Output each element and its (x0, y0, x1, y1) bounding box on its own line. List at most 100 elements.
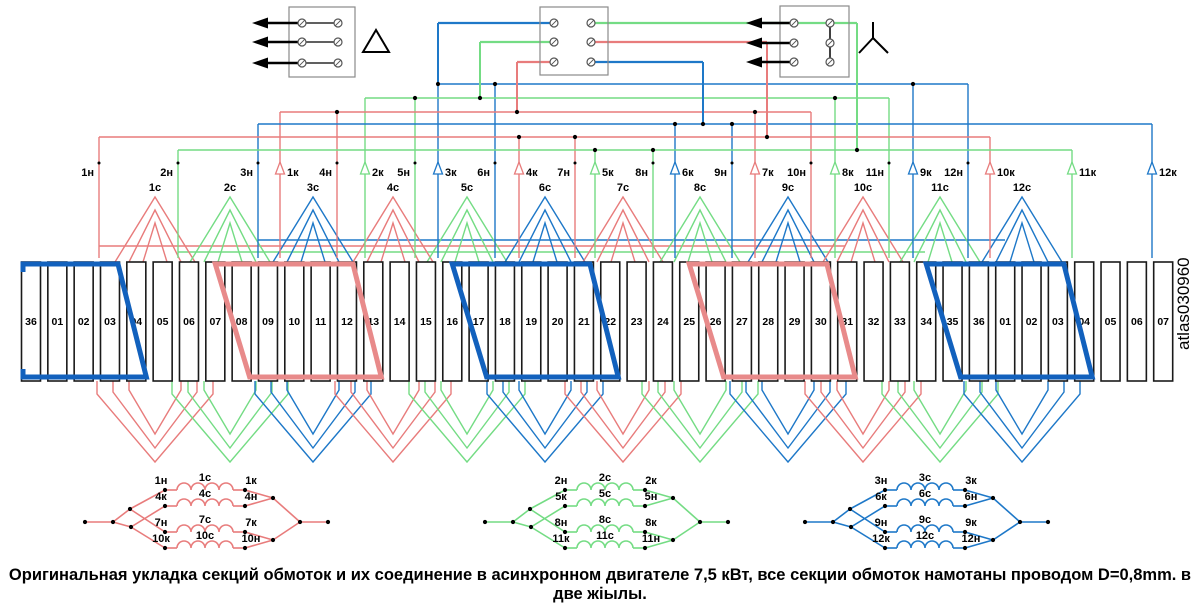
coil-start-label: 7н (557, 167, 570, 179)
coil-icon (896, 540, 954, 549)
coil-side-bundles (20, 261, 1096, 380)
coil-end-label: 1к (287, 167, 299, 179)
slot-number: 04 (1078, 316, 1090, 328)
coil-icon (176, 540, 234, 549)
slot-number: 28 (762, 316, 774, 328)
branch-start-label: 3н (875, 475, 888, 487)
branch-start-label: 12к (872, 533, 890, 545)
winding-end-arrow-icon (669, 160, 681, 175)
branch-start-label: 4к (155, 491, 167, 503)
coil-end-label: 2к (372, 167, 384, 179)
branch-start-label: 6к (875, 491, 887, 503)
slot-number: 34 (920, 316, 932, 328)
stator-slot (626, 261, 647, 382)
slot-number: 09 (262, 316, 274, 328)
slot-number: 06 (183, 316, 195, 328)
coil-end-label: 3к (445, 167, 457, 179)
branch-end-label: 6н (965, 491, 978, 503)
branch-coil-label: 10с (196, 530, 214, 542)
winding-end-arrow-icon (432, 160, 444, 175)
branch-start-label: 5к (555, 491, 567, 503)
stator-slot (599, 261, 621, 382)
winding-end-arrow-icon (907, 160, 919, 175)
coil-start-label: 1н (81, 167, 94, 179)
coil-end-label: 11к (1079, 167, 1097, 179)
slot-number: 12 (341, 316, 353, 328)
winding-end-arrow-icon (1146, 160, 1158, 175)
coil-start-label: 10н (787, 167, 806, 179)
coil-middle-label: 8с (694, 182, 706, 194)
branch-end-label: 8к (645, 517, 657, 529)
slot-number: 16 (446, 316, 458, 328)
coil-start-label: 3н (240, 167, 253, 179)
coil-middle-label: 12с (1013, 182, 1031, 194)
slot-number: 29 (789, 316, 801, 328)
slot-number: 01 (999, 316, 1011, 328)
slot-number: 10 (288, 316, 300, 328)
coil-icon (576, 498, 634, 507)
coil-start-label: 4н (319, 167, 332, 179)
branch-coil-label: 9с (919, 514, 931, 526)
branch-coil-label: 6с (919, 488, 931, 500)
coil-icon (576, 540, 634, 549)
coil-middle-label: 6с (539, 182, 551, 194)
slot-number: 05 (1105, 316, 1117, 328)
coil-icon (896, 482, 954, 491)
slot-number: 26 (710, 316, 722, 328)
coil-middle-label: 4с (387, 182, 399, 194)
delta-symbol-icon (361, 28, 391, 53)
slot-number: 35 (947, 316, 959, 328)
slot-number: 27 (736, 316, 748, 328)
stator-slot (1126, 261, 1148, 382)
coil-start-label: 8н (635, 167, 648, 179)
coil-icon (176, 482, 234, 491)
slot-number: 19 (525, 316, 537, 328)
coil-icon (176, 524, 234, 533)
coil-middle-label: 5с (461, 182, 473, 194)
stator-slot (889, 261, 911, 382)
coil-middle-label: 9с (782, 182, 794, 194)
slot-number: 36 (973, 316, 985, 328)
slot-number: 31 (841, 316, 853, 328)
coil-end-label: 8к (842, 167, 854, 179)
branch-start-label: 8н (555, 517, 568, 529)
branch-end-label: 12н (962, 533, 981, 545)
branch-coil-label: 12с (916, 530, 934, 542)
slot-number: 01 (51, 316, 63, 328)
stator-slot (1100, 261, 1121, 382)
winding-schematic-green: 2н 2с 2к 5к 5с 5н 8н 8с 8к 11к 11с 11н (482, 472, 731, 551)
coil-start-label: 9н (714, 167, 727, 179)
branch-end-label: 5н (645, 491, 658, 503)
lead-arrow-icon (252, 36, 268, 48)
branch-start-label: 10к (152, 533, 170, 545)
branch-coil-label: 7с (199, 514, 211, 526)
slot-number: 21 (578, 316, 590, 328)
lead-arrow-icon (252, 17, 268, 29)
slot-number: 08 (236, 316, 248, 328)
winding-end-arrow-icon (589, 160, 601, 175)
coil-end-label: 12к (1159, 167, 1177, 179)
phase-buses (97, 23, 1158, 258)
branch-coil-label: 2с (599, 472, 611, 484)
star-symbol-icon (858, 22, 889, 54)
winding-end-arrow-icon (359, 160, 371, 175)
coil-end-label: 6к (682, 167, 694, 179)
lead-arrow-icon (746, 56, 762, 68)
coil-middle-label: 11с (931, 182, 949, 194)
branch-start-label: 1н (155, 475, 168, 487)
coil-start-label: 11н (866, 167, 884, 179)
slot-number: 07 (209, 316, 221, 328)
branch-coil-label: 5с (599, 488, 611, 500)
branch-start-label: 11к (552, 533, 570, 545)
stator-slot (389, 261, 410, 382)
stator-slot (836, 261, 858, 382)
slot-number: 03 (1052, 316, 1064, 328)
slot-number: 30 (815, 316, 827, 328)
slot-number: 02 (78, 316, 90, 328)
slot-number: 05 (157, 316, 169, 328)
branch-end-label: 11н (642, 533, 660, 545)
coil-middle-label: 3с (307, 182, 319, 194)
branch-end-label: 3к (965, 475, 977, 487)
